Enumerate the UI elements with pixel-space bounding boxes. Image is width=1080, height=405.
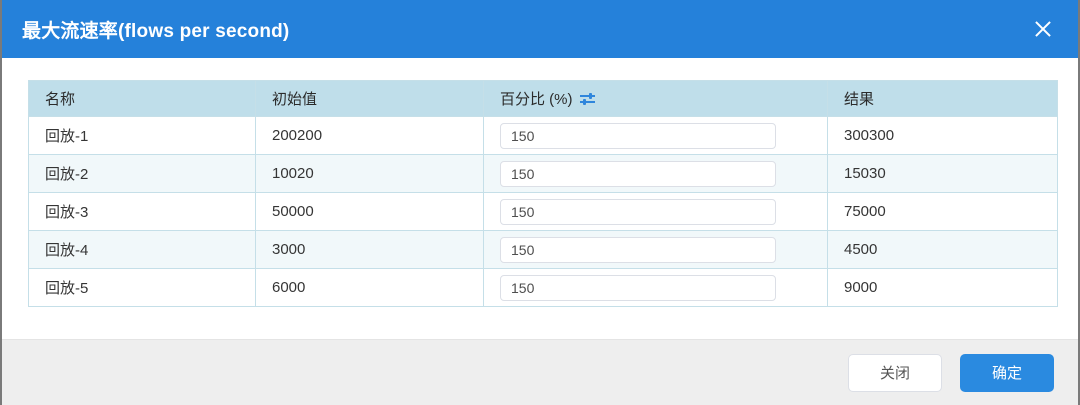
table-header-row: 名称 初始值 百分比 (%) 结果 xyxy=(28,80,1058,117)
cell-percentage xyxy=(483,116,828,155)
cell-initial-value: 200200 xyxy=(255,116,484,155)
cell-initial-value: 6000 xyxy=(255,268,484,307)
percentage-input[interactable] xyxy=(500,160,776,187)
column-header-percentage-label: 百分比 (%) xyxy=(500,91,573,108)
table-body: 回放-1 200200 300300 回放-2 10020 15030 xyxy=(28,116,1058,307)
table-row: 回放-5 6000 9000 xyxy=(28,268,1058,307)
cell-name: 回放-5 xyxy=(28,268,256,307)
cell-initial-value: 50000 xyxy=(255,192,484,231)
cell-percentage xyxy=(483,154,828,193)
cell-name: 回放-3 xyxy=(28,192,256,231)
cell-result: 75000 xyxy=(827,192,1058,231)
table-row: 回放-4 3000 4500 xyxy=(28,230,1058,269)
cell-result: 4500 xyxy=(827,230,1058,269)
sliders-icon[interactable] xyxy=(579,92,595,106)
column-header-result: 结果 xyxy=(827,80,1058,117)
dialog-titlebar: 最大流速率(flows per second) xyxy=(2,0,1078,58)
cell-percentage xyxy=(483,230,828,269)
close-button[interactable]: 关闭 xyxy=(848,353,942,392)
percentage-input[interactable] xyxy=(500,198,776,225)
table-header: 名称 初始值 百分比 (%) 结果 xyxy=(28,80,1058,117)
cell-percentage xyxy=(483,192,828,231)
cell-result: 300300 xyxy=(827,116,1058,155)
flow-rate-table: 名称 初始值 百分比 (%) 结果 xyxy=(28,80,1058,307)
cell-name: 回放-2 xyxy=(28,154,256,193)
cell-result: 15030 xyxy=(827,154,1058,193)
table-row: 回放-3 50000 75000 xyxy=(28,192,1058,231)
column-header-name: 名称 xyxy=(28,80,256,117)
cell-name: 回放-1 xyxy=(28,116,256,155)
percentage-input[interactable] xyxy=(500,122,776,149)
cell-initial-value: 10020 xyxy=(255,154,484,193)
dialog-title: 最大流速率(flows per second) xyxy=(22,20,290,42)
table-row: 回放-2 10020 15030 xyxy=(28,154,1058,193)
column-header-initial-value: 初始值 xyxy=(255,80,484,117)
close-icon[interactable] xyxy=(1030,16,1056,42)
cell-initial-value: 3000 xyxy=(255,230,484,269)
cell-name: 回放-4 xyxy=(28,230,256,269)
column-header-result-label: 结果 xyxy=(844,91,875,108)
percentage-input[interactable] xyxy=(500,274,776,301)
confirm-button[interactable]: 确定 xyxy=(960,353,1054,392)
column-header-percentage: 百分比 (%) xyxy=(483,80,828,117)
cell-result: 9000 xyxy=(827,268,1058,307)
cell-percentage xyxy=(483,268,828,307)
table-row: 回放-1 200200 300300 xyxy=(28,116,1058,155)
dialog-footer: 关闭 确定 xyxy=(2,339,1078,405)
dialog-body: 名称 初始值 百分比 (%) 结果 xyxy=(2,58,1078,339)
column-header-name-label: 名称 xyxy=(45,91,76,108)
percentage-input[interactable] xyxy=(500,236,776,263)
column-header-initial-value-label: 初始值 xyxy=(272,91,318,108)
